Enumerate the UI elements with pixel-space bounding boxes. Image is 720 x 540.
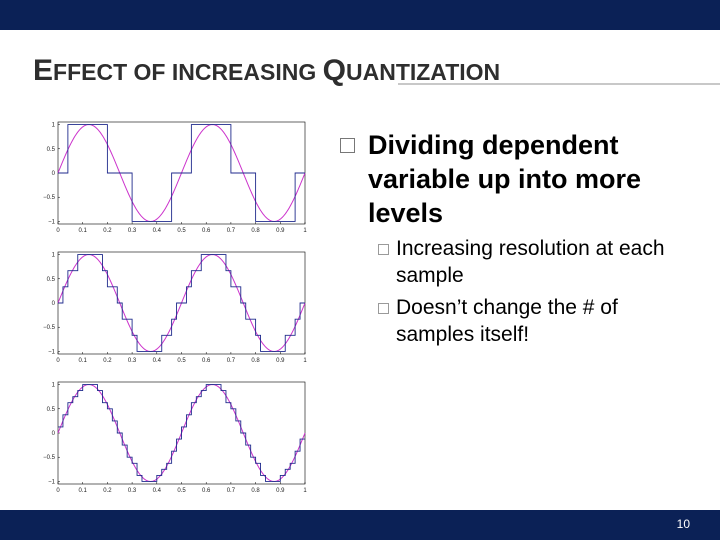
quantized-series: [58, 254, 305, 352]
y-tick-label: −0.5: [43, 455, 56, 461]
y-tick-label: 0: [52, 431, 56, 437]
y-tick-label: 1: [52, 123, 56, 129]
x-tick-label: 1: [303, 358, 307, 364]
x-tick-label: 0.1: [79, 358, 88, 364]
x-tick-label: 0.8: [251, 228, 260, 234]
x-tick-label: 0.9: [276, 358, 285, 364]
x-tick-label: 0.5: [177, 358, 186, 364]
x-tick-label: 0.4: [153, 488, 162, 494]
plot-few-levels: 0 0.1 0.2 0.3 0.4 0.5 0.6 0.7 0.8 0.9 1 1 0.5 0 −0.5 −1: [43, 121, 307, 234]
x-tick-label: 0.1: [79, 228, 88, 234]
bullet-sub-2-text: Doesn’t change the # of samples itself!: [396, 296, 618, 346]
bullet-main: Dividing dependent variable up into more…: [340, 128, 685, 230]
y-tick-label: 0: [52, 171, 56, 177]
y-tick-label: −1: [48, 479, 56, 485]
x-tick-label: 0.8: [251, 488, 260, 494]
y-tick-label: −1: [48, 349, 56, 355]
x-tick-label: 0.5: [177, 488, 186, 494]
y-tick-label: 1: [52, 253, 56, 259]
y-tick-label: −0.5: [43, 195, 56, 201]
bullet-marker: [378, 244, 389, 255]
x-tick-label: 0.2: [103, 358, 112, 364]
x-tick-label: 0.6: [202, 228, 211, 234]
x-tick-label: 0.9: [276, 228, 285, 234]
bullet-sub-1: Increasing resolution at each sample: [340, 235, 685, 289]
x-tick-label: 1: [303, 228, 307, 234]
x-tick-label: 0.5: [177, 228, 186, 234]
x-tick-label: 0.1: [79, 488, 88, 494]
plot-many-levels: 0 0.1 0.2 0.3 0.4 0.5 0.6 0.7 0.8 0.9 1 1 0.5 0 −0.5 −1: [43, 381, 307, 494]
y-tick-label: 0: [52, 301, 56, 307]
y-tick-label: −1: [48, 219, 56, 225]
y-tick-label: 1: [52, 383, 56, 389]
y-tick-label: −0.5: [43, 325, 56, 331]
x-tick-label: 0.7: [227, 228, 236, 234]
x-tick-label: 0.7: [227, 488, 236, 494]
x-tick-label: 0.7: [227, 358, 236, 364]
x-tick-label: 0.8: [251, 358, 260, 364]
x-tick-label: 0.2: [103, 488, 112, 494]
bullet-sub-2: Doesn’t change the # of samples itself!: [340, 294, 685, 348]
page-number: 10: [676, 517, 690, 531]
bullet-marker: [378, 303, 389, 314]
y-tick-label: 0.5: [47, 277, 56, 283]
x-tick-label: 0.6: [202, 488, 211, 494]
x-tick-label: 0.3: [128, 488, 137, 494]
quantized-series: [58, 384, 305, 482]
y-tick-label: 0.5: [47, 147, 56, 153]
bullet-sub-1-text: Increasing resolution at each sample: [396, 237, 665, 287]
x-tick-label: 0: [56, 488, 60, 494]
x-tick-label: 0.4: [153, 358, 162, 364]
x-tick-label: 0.3: [128, 358, 137, 364]
bottom-bar: [0, 510, 720, 540]
x-tick-label: 0.4: [153, 228, 162, 234]
y-tick-label: 0.5: [47, 407, 56, 413]
x-tick-label: 0: [56, 228, 60, 234]
title-rule: [398, 83, 720, 85]
plot-more-levels: 0 0.1 0.2 0.3 0.4 0.5 0.6 0.7 0.8 0.9 1 1 0.5 0 −0.5 −1: [43, 251, 307, 364]
x-tick-label: 0.3: [128, 228, 137, 234]
x-tick-label: 0.2: [103, 228, 112, 234]
top-bar: [0, 0, 720, 30]
x-tick-label: 0.9: [276, 488, 285, 494]
x-tick-label: 0: [56, 358, 60, 364]
x-tick-label: 0.6: [202, 358, 211, 364]
slide-title: EFFECT OF INCREASING QUANTIZATION: [33, 54, 501, 87]
bullet-list: Dividing dependent variable up into more…: [340, 128, 685, 348]
quantized-series: [58, 124, 305, 222]
bullet-marker: [340, 138, 355, 153]
x-tick-label: 1: [303, 488, 307, 494]
bullet-main-text: Dividing dependent variable up into more…: [368, 130, 642, 228]
